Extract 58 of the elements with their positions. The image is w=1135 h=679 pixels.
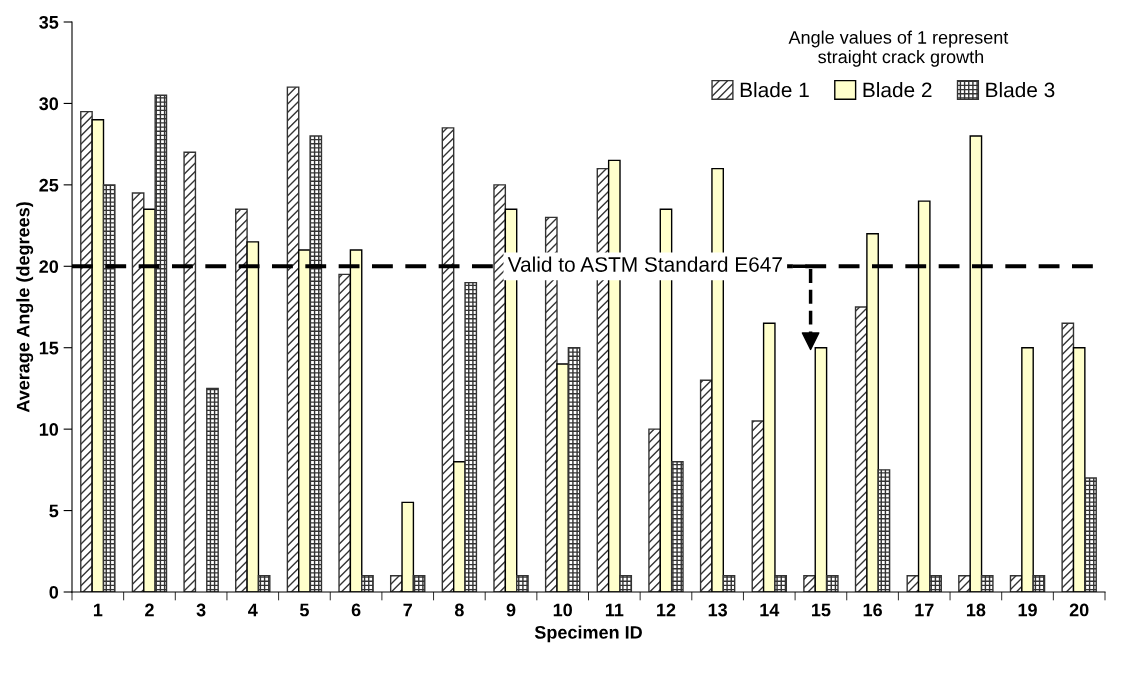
bar — [309, 135, 323, 592]
bar — [257, 575, 271, 592]
legend-label: Blade 1 — [740, 82, 809, 98]
bar — [464, 281, 478, 592]
bar — [183, 151, 197, 592]
bar — [774, 575, 788, 592]
x-tick-label: 6 — [351, 603, 361, 617]
y-tick-label: 5 — [49, 504, 59, 518]
y-tick-label: 15 — [39, 341, 59, 355]
x-tick-label: 18 — [966, 603, 986, 617]
y-tick-label: 30 — [39, 97, 59, 111]
x-tick-label: 5 — [299, 603, 309, 617]
x-tick-label: 13 — [708, 603, 728, 617]
x-tick-label: 2 — [145, 603, 154, 617]
x-tick-label: 12 — [657, 603, 676, 617]
x-tick-label: 4 — [248, 603, 258, 617]
x-tick-label: 8 — [454, 603, 464, 617]
bar — [825, 575, 839, 592]
x-tick-label: 16 — [863, 603, 882, 617]
bar — [567, 347, 581, 592]
bar — [648, 428, 661, 592]
x-tick-label: 17 — [915, 603, 934, 617]
x-tick-label: 19 — [1018, 603, 1037, 617]
annotation: Angle values of 1 represent straight crack growth — [788, 30, 1009, 67]
x-tick-label: 9 — [506, 603, 516, 617]
bar — [361, 575, 374, 592]
ref-line-label: Valid to ASTM Standard E647 — [507, 256, 782, 272]
bar — [877, 469, 891, 592]
bar — [980, 575, 994, 592]
bar — [1084, 477, 1097, 592]
x-tick-label: 7 — [403, 603, 412, 617]
bar — [154, 94, 168, 592]
y-tick-label: 25 — [39, 178, 59, 192]
bar — [1061, 322, 1075, 592]
bar — [102, 184, 116, 592]
y-tick-label: 10 — [39, 423, 59, 436]
x-tick-label: 3 — [196, 603, 206, 617]
legend-label: Blade 3 — [986, 82, 1055, 98]
y-tick-label: 20 — [39, 260, 59, 274]
bar — [493, 184, 507, 592]
bar — [670, 461, 684, 592]
bar — [516, 575, 529, 592]
bar — [441, 127, 455, 592]
bar — [929, 575, 942, 592]
x-tick-label: 11 — [605, 603, 624, 617]
legend-label: Blade 2 — [863, 82, 932, 98]
x-tick-label: 20 — [1069, 603, 1089, 617]
y-tick-label: 0 — [49, 585, 59, 599]
x-tick-label: 15 — [812, 603, 831, 617]
bar — [619, 575, 633, 592]
x-tick-label: 10 — [553, 603, 572, 617]
y-tick-label: 35 — [39, 15, 59, 29]
y-axis-title: Average Angle (degrees) — [16, 202, 34, 413]
x-tick-label: 1 — [93, 603, 103, 617]
x-axis-title: Specimen ID — [534, 625, 642, 643]
bar — [338, 273, 352, 592]
bar — [206, 387, 219, 592]
x-tick-label: 14 — [760, 603, 780, 617]
